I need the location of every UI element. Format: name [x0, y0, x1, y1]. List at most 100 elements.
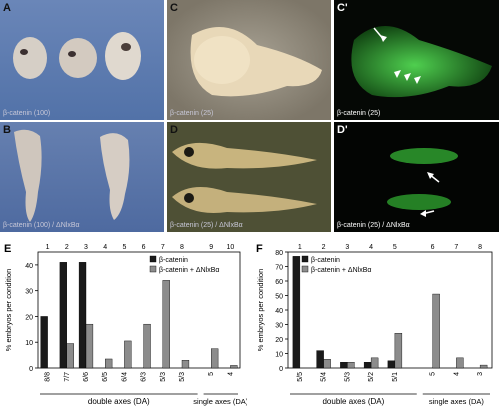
- bar-beta-catenin-nlxb: [210, 348, 219, 369]
- y-tick-label: 50: [275, 294, 283, 301]
- y-tick-label: 0: [29, 366, 33, 373]
- legend-swatch-beta-catenin: [301, 255, 309, 263]
- panel-c-caption: β-catenin (25): [170, 110, 214, 117]
- y-axis-label: % embryos per condition: [256, 269, 265, 352]
- category-label: 4: [453, 372, 460, 376]
- top-number: 2: [322, 244, 326, 251]
- top-number: 9: [209, 244, 213, 251]
- bar-beta-catenin: [292, 256, 301, 369]
- chart-panel-label: E: [4, 243, 11, 255]
- bar-beta-catenin-nlxb: [104, 358, 113, 369]
- category-label: 5: [208, 372, 215, 376]
- bar-beta-catenin: [59, 262, 68, 369]
- bar-beta-catenin-nlxb: [456, 357, 464, 369]
- panel-c-prime-label: C': [337, 2, 348, 14]
- category-label: 5/3: [344, 372, 351, 382]
- legend-label-beta-catenin: β-catenin: [311, 257, 340, 264]
- bar-beta-catenin-nlxb: [479, 364, 488, 369]
- panel-b-caption: β-catenin (100) / ΔNlxBα: [3, 222, 80, 229]
- legend-label-beta-catenin-nlxb: β-catenin + ΔNlxBα: [311, 267, 371, 274]
- category-label: 5/5: [297, 372, 304, 382]
- group-label-double-axes: double axes (DA): [88, 397, 150, 406]
- panel-d-prime-label: D': [337, 124, 348, 136]
- panel-c-prime-image: C' β-catenin (25): [334, 0, 499, 120]
- group-label-single-axes: single axes (DA): [193, 397, 247, 406]
- top-number: 6: [142, 244, 146, 251]
- top-number: 1: [298, 244, 302, 251]
- legend-label-beta-catenin-nlxb: β-catenin + ΔNlxBα: [159, 267, 219, 274]
- top-number: 8: [180, 244, 184, 251]
- group-label-single-axes: single axes (DA): [429, 397, 485, 406]
- category-label: 6/5: [102, 372, 109, 382]
- category-label: 5: [430, 372, 437, 376]
- bar-beta-catenin-nlxb: [370, 357, 379, 369]
- panel-b-image: B β-catenin (100) / ΔNlxBα: [0, 122, 164, 232]
- category-label: 4: [227, 372, 234, 376]
- panel-a-label: A: [3, 2, 11, 14]
- bar-beta-catenin: [40, 316, 48, 369]
- category-label: 8/8: [45, 372, 52, 382]
- panel-b-embryos: [14, 129, 130, 222]
- bar-beta-catenin-nlxb: [66, 343, 74, 369]
- chart-panel-label: F: [256, 243, 263, 255]
- bar-beta-catenin-nlxb: [230, 365, 238, 369]
- y-tick-label: 60: [275, 279, 283, 286]
- y-tick-label: 40: [275, 308, 283, 315]
- bar-beta-catenin-nlxb: [85, 323, 94, 369]
- top-number: 3: [84, 244, 88, 251]
- y-axis-label: % embryos per condition: [4, 269, 13, 352]
- panel-d-prime-caption: β-catenin (25) / ΔNlxBα: [337, 222, 410, 229]
- category-label: 6/3: [141, 372, 148, 382]
- category-label: 5/1: [392, 372, 399, 382]
- top-number: 5: [122, 244, 126, 251]
- bar-beta-catenin-nlxb: [124, 340, 132, 369]
- panel-c-image: C β-catenin (25): [167, 0, 331, 120]
- y-tick-label: 30: [275, 323, 283, 330]
- bar-beta-catenin-nlxb: [432, 293, 440, 369]
- panel-d-image: D β-catenin (25) / ΔNlxBα: [167, 122, 331, 232]
- y-tick-label: 30: [25, 289, 33, 296]
- y-tick-label: 10: [275, 352, 283, 359]
- top-number: 2: [65, 244, 69, 251]
- bar-beta-catenin-nlxb: [323, 359, 331, 369]
- panel-c-prime-caption: β-catenin (25): [337, 110, 381, 117]
- category-label: 7/7: [64, 372, 71, 382]
- y-tick-label: 80: [275, 250, 283, 257]
- bar-beta-catenin-nlxb: [181, 360, 190, 369]
- panel-d-prime-fluorescence: [387, 148, 458, 217]
- top-number: 8: [478, 244, 482, 251]
- legend-swatch-beta-catenin-nlxb: [149, 265, 157, 273]
- panel-d-prime-image: D' β-catenin (25) / ΔNlxBα: [334, 122, 499, 232]
- top-number: 1: [46, 244, 50, 251]
- category-label: 6/4: [121, 372, 128, 382]
- bar-beta-catenin-nlxb: [347, 361, 355, 369]
- panel-d-caption: β-catenin (25) / ΔNlxBα: [170, 222, 243, 229]
- top-number: 7: [454, 244, 458, 251]
- bar-beta-catenin-nlxb: [394, 332, 403, 369]
- panel-c-prime-fluorescence: [351, 26, 492, 98]
- top-number: 4: [369, 244, 373, 251]
- panel-a-image: A β-catenin (100): [0, 0, 164, 120]
- panel-c-embryo: [190, 27, 322, 97]
- category-label: 6/6: [83, 372, 90, 382]
- y-tick-label: 0: [279, 366, 283, 373]
- plot-frame: [37, 251, 241, 369]
- panel-d-embryos: [172, 142, 317, 213]
- bar-beta-catenin: [78, 262, 87, 369]
- top-number: 4: [103, 244, 107, 251]
- y-tick-label: 20: [25, 314, 33, 321]
- y-tick-label: 10: [25, 340, 33, 347]
- category-label: 5/3: [160, 372, 167, 382]
- chart-e: E 0 10 20 30 40 % embryos per condition 1 2 3 4 5 6 7…: [4, 243, 247, 406]
- y-tick-label: 70: [275, 265, 283, 272]
- category-label: 5/4: [321, 372, 328, 382]
- category-label: 3: [477, 372, 484, 376]
- panel-b-label: B: [3, 124, 11, 136]
- panel-c-label: C: [170, 2, 178, 14]
- category-label: 5/2: [368, 372, 375, 382]
- legend-swatch-beta-catenin-nlxb: [301, 265, 309, 273]
- top-number: 10: [227, 244, 235, 251]
- y-tick-label: 20: [275, 337, 283, 344]
- legend-label-beta-catenin: β-catenin: [159, 257, 188, 264]
- top-number: 7: [161, 244, 165, 251]
